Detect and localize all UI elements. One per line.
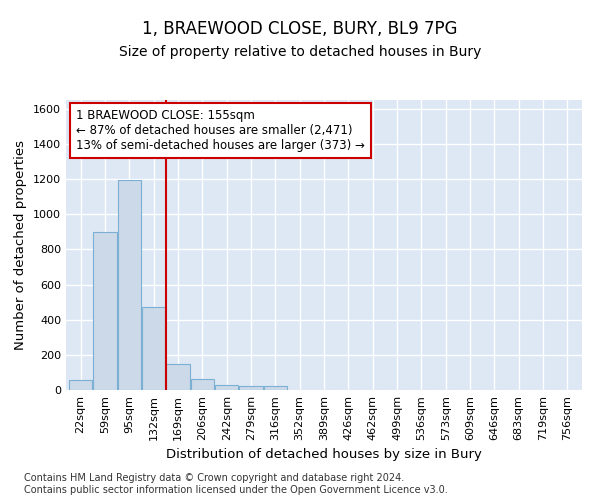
Bar <box>142 308 165 390</box>
X-axis label: Distribution of detached houses by size in Bury: Distribution of detached houses by size … <box>166 448 482 462</box>
Bar <box>191 379 214 390</box>
Bar <box>239 386 263 390</box>
Text: 1, BRAEWOOD CLOSE, BURY, BL9 7PG: 1, BRAEWOOD CLOSE, BURY, BL9 7PG <box>142 20 458 38</box>
Text: Contains HM Land Registry data © Crown copyright and database right 2024.
Contai: Contains HM Land Registry data © Crown c… <box>24 474 448 495</box>
Bar <box>69 380 92 390</box>
Y-axis label: Number of detached properties: Number of detached properties <box>14 140 28 350</box>
Bar <box>94 232 116 390</box>
Bar <box>118 180 141 390</box>
Text: 1 BRAEWOOD CLOSE: 155sqm
← 87% of detached houses are smaller (2,471)
13% of sem: 1 BRAEWOOD CLOSE: 155sqm ← 87% of detach… <box>76 108 365 152</box>
Text: Size of property relative to detached houses in Bury: Size of property relative to detached ho… <box>119 45 481 59</box>
Bar <box>166 364 190 390</box>
Bar <box>215 384 238 390</box>
Bar <box>264 386 287 390</box>
